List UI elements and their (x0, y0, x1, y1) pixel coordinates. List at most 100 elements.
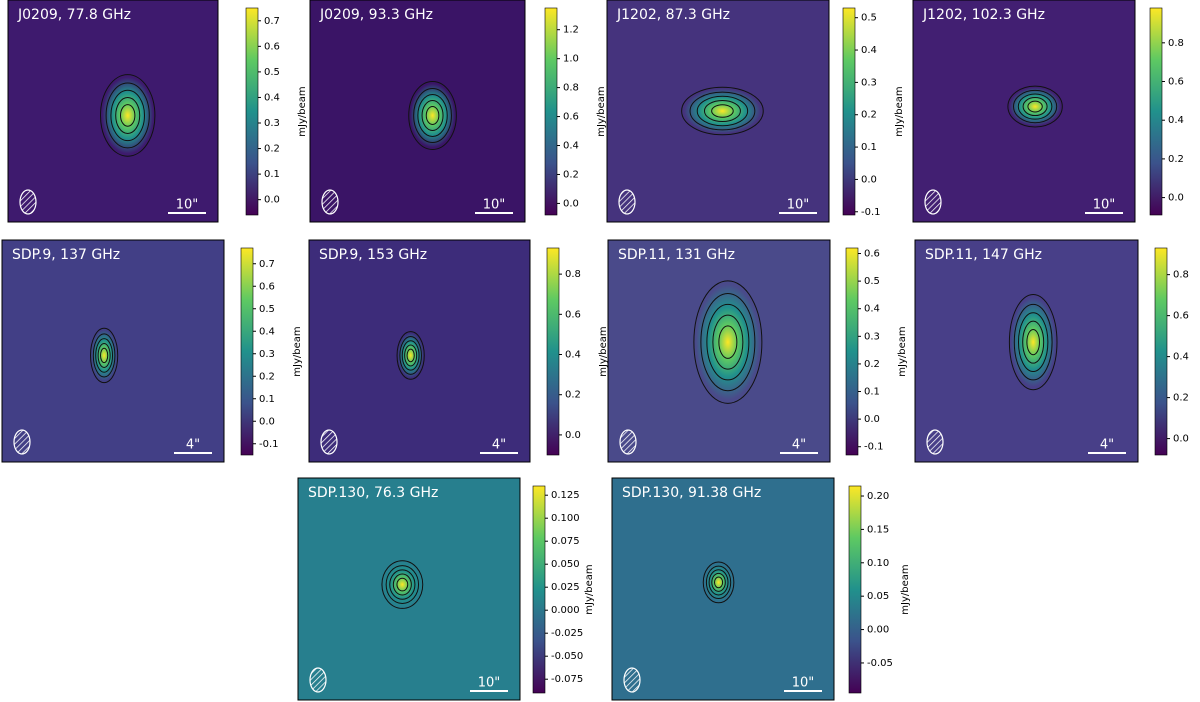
contour (706, 303, 750, 381)
colorbar-tick-label: 0.4 (264, 92, 280, 103)
colorbar-label: mJy/beam (584, 564, 595, 614)
contour (381, 560, 424, 609)
contour (714, 576, 724, 589)
colorbar-tick-label: 0.5 (864, 276, 880, 287)
colorbar-tick-label: 0.2 (1168, 154, 1184, 165)
contour (404, 344, 418, 367)
source (1010, 297, 1056, 387)
colorbar-tick-label: 0.7 (264, 16, 280, 27)
contour (696, 95, 749, 127)
colorbar-tick-label: 0.6 (1173, 311, 1189, 322)
colorbar-tick-label: 0.8 (565, 269, 581, 280)
beam (320, 429, 338, 455)
colorbar-tick-label: 0.6 (1168, 77, 1184, 88)
contour (396, 331, 425, 380)
contour (702, 561, 735, 604)
contour (406, 348, 415, 363)
colorbar-label: mJy/beam (297, 86, 308, 136)
panel: 10" J0209, 93.3 GHz 0.0 0.2 0.4 0.6 0.8 1.0 1.2 m… (309, 0, 607, 223)
colorbar-label: mJy/beam (596, 86, 607, 136)
contour (1017, 93, 1053, 120)
colorbar-tick-label: 0.2 (563, 169, 579, 180)
source (704, 563, 733, 602)
colorbar-tick-label: 0.2 (1173, 393, 1189, 404)
panel-title: SDP.11, 131 GHz (618, 247, 735, 263)
colorbar-tick-label: 0.05 (867, 591, 889, 602)
colorbar-tick-label: 0.4 (259, 326, 275, 337)
beam (926, 429, 944, 455)
colorbar-tick-label: 0.050 (551, 559, 580, 570)
colorbar-tick-label: 0.075 (551, 536, 580, 547)
contour (1017, 312, 1049, 373)
colorbar-tick-label: 0.8 (563, 83, 579, 94)
contour (1026, 329, 1040, 356)
contour (100, 74, 156, 157)
panel: 10" SDP.130, 91.38 GHz -0.05 0.00 0.05 0.10 0.… (611, 477, 911, 701)
source (1009, 87, 1061, 126)
colorbar-tick-label: 0.4 (864, 304, 880, 315)
contour (95, 338, 114, 373)
panel-title: SDP.11, 147 GHz (925, 247, 1042, 263)
colorbar-tick-label: 0.1 (259, 394, 275, 405)
contour (1008, 294, 1058, 391)
colorbar-tick-label: -0.1 (861, 207, 881, 218)
panel-title: J1202, 102.3 GHz (922, 7, 1045, 23)
panel-title: SDP.9, 153 GHz (319, 247, 427, 263)
colorbar-tick-label: 0.20 (867, 491, 889, 502)
colorbar-tick-label: 0.4 (861, 45, 877, 56)
contour (705, 565, 732, 600)
colorbar-tick-label: 0.0 (565, 430, 581, 441)
contour (120, 104, 136, 127)
colorbar-tick-label: 0.3 (861, 77, 877, 88)
source (383, 562, 422, 607)
colorbar-tick-label: 0.0 (259, 416, 275, 427)
colorbar-tick-label: 0.6 (259, 281, 275, 292)
contour (417, 93, 448, 137)
colorbar-label: mJy/beam (598, 326, 609, 376)
colorbar-tick-label: 0.2 (259, 371, 275, 382)
colorbar-tick-label: 0.2 (861, 110, 877, 121)
colorbar-label: mJy/beam (292, 326, 303, 376)
panel: 10" J0209, 77.8 GHz 0.0 0.1 0.2 0.3 0.4 0.5 0.6 0… (7, 0, 308, 223)
colorbar-tick-label: 0.6 (563, 112, 579, 123)
colorbar-label: mJy/beam (897, 326, 908, 376)
scale-bar-label: 4" (492, 438, 506, 453)
scale-bar-label: 4" (792, 438, 806, 453)
contour (693, 280, 763, 404)
colorbar-tick-label: 0.3 (864, 331, 880, 342)
contour (105, 82, 150, 149)
colorbar-tick-label: 0.8 (1173, 270, 1189, 281)
panel-title: J1202, 87.3 GHz (616, 7, 730, 23)
contour (700, 293, 756, 392)
beam (619, 429, 637, 455)
colorbar-tick-label: -0.1 (864, 442, 884, 453)
scale-bar-label: 4" (1100, 438, 1114, 453)
scale-bar-label: 4" (186, 438, 200, 453)
contour (1013, 89, 1058, 124)
panel-title: SDP.130, 76.3 GHz (308, 485, 438, 501)
contour (711, 104, 734, 118)
panel: 10" SDP.130, 76.3 GHz -0.075 -0.050 -0.025 0.… (297, 477, 595, 701)
scale-bar-label: 10" (176, 198, 199, 213)
colorbar-tick-label: -0.05 (867, 658, 893, 669)
colorbar-tick-label: 0.4 (565, 350, 581, 361)
colorbar-tick-label: 0.6 (565, 309, 581, 320)
colorbar-tick-label: 0.025 (551, 582, 580, 593)
source (695, 284, 760, 400)
source (397, 333, 424, 378)
scale-bar-label: 10" (787, 198, 810, 213)
colorbar (842, 7, 856, 216)
contour (1022, 320, 1045, 364)
colorbar-tick-label: 0.1 (864, 387, 880, 398)
colorbar-label: mJy/beam (894, 86, 905, 136)
colorbar-tick-label: 0.125 (551, 490, 580, 501)
colorbar-tick-label: 1.0 (563, 54, 579, 65)
contour (1007, 85, 1063, 128)
contour (408, 80, 457, 150)
colorbar-tick-label: 0.5 (861, 13, 877, 24)
colorbar-label: mJy/beam (900, 564, 911, 614)
colorbar-tick-label: 0.1 (264, 169, 280, 180)
scale-bar-label: 10" (1093, 198, 1116, 213)
